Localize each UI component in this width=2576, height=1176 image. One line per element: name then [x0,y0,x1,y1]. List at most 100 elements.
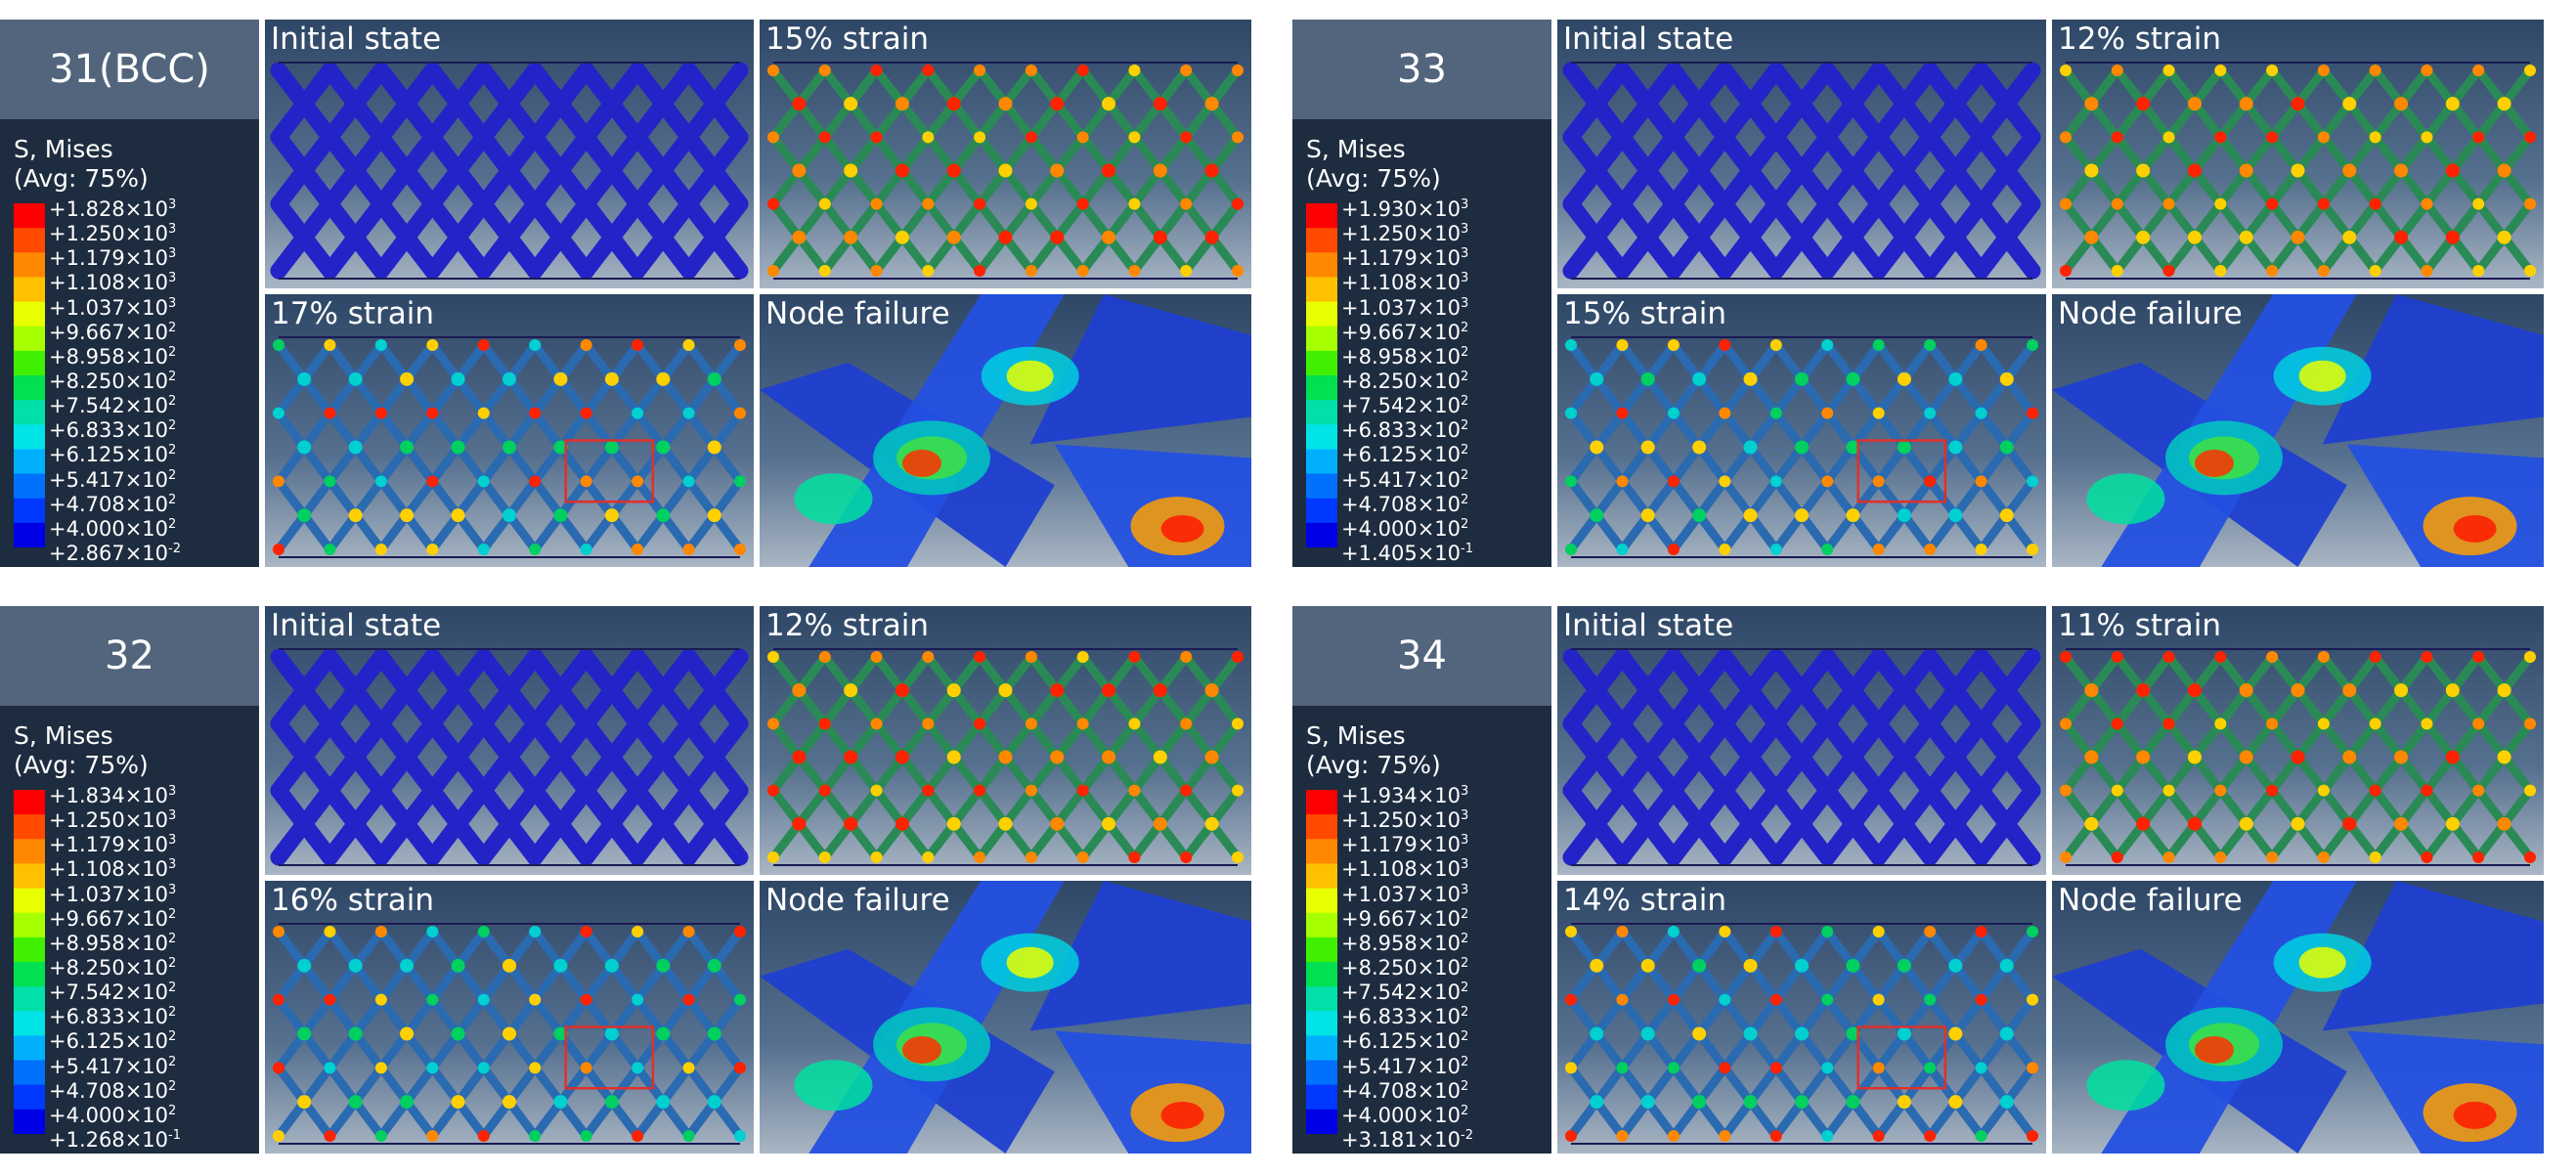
legend-tick-label: +2.867×10-2 [49,538,182,565]
legend-tick-label: +1.108×103 [49,267,176,294]
simulation-render [760,881,1251,1154]
tick-mantissa: +8.958×10 [49,931,169,955]
simulation-render [2052,20,2544,288]
tick-mantissa: +9.667×10 [1341,320,1462,344]
tick-mantissa: +7.542×10 [49,394,169,418]
model-id-label: 31(BCC) [0,20,259,119]
tick-exponent: -2 [168,542,182,556]
colorbar-band [14,839,45,864]
colorbar-band [14,962,45,987]
legend-label-line: S, Mises [1306,721,1406,750]
colorbar-band [14,814,45,840]
legend-label-line: (Avg: 75%) [14,751,149,779]
colorbar-band [1306,1060,1337,1086]
legend-tick-label: +4.708×102 [49,489,177,516]
simulation-image-d: Node failure [2052,881,2544,1154]
colorbar-band [1306,962,1337,987]
legend-tick-label: +9.667×102 [1341,317,1469,344]
legend-tick-label: +1.037×103 [49,879,176,906]
tick-exponent: 2 [1461,320,1469,335]
colorbar-band [14,252,45,278]
image-caption: Node failure [2058,883,2243,918]
colorbar-band [1306,350,1337,376]
legend-label-line: S, Mises [14,721,113,750]
legend-tick-label: +1.250×103 [49,218,177,245]
colorbar-band [14,1035,45,1062]
tick-exponent: 3 [1461,833,1469,849]
colorbar [1306,790,1337,1135]
legend-tick-label: +1.250×103 [49,805,176,832]
legend-tick-label: +6.125×102 [1341,1025,1468,1053]
tick-mantissa: +1.037×10 [49,882,169,906]
tick-mantissa: +9.667×10 [1341,906,1462,931]
colorbar-band [1306,1084,1337,1111]
colorbar-band [1306,400,1337,425]
colorbar-band [14,301,45,327]
tick-exponent: 3 [1461,295,1469,311]
tick-mantissa: +1.405×10 [1341,542,1462,565]
tick-mantissa: +1.250×10 [49,222,169,246]
legend-tick-label: +6.125×102 [49,1025,176,1053]
legend-label-line: (Avg: 75%) [1306,751,1441,779]
legend-tick-label: +6.125×102 [1341,439,1468,466]
colorbar-band [1306,888,1337,914]
tick-mantissa: +8.250×10 [49,956,169,980]
tick-exponent: 3 [1461,246,1469,262]
simulation-render [1557,294,2046,567]
tick-mantissa: +7.542×10 [1341,980,1462,1005]
simulation-image-c: 14% strain [1557,881,2046,1154]
legend-tick-label: +1.828×103 [49,194,177,221]
tick-exponent: 2 [1461,467,1469,483]
tick-exponent: 2 [1461,956,1469,971]
image-caption: Node failure [765,883,950,918]
colorbar-band [1306,277,1337,303]
tick-mantissa: +1.250×10 [1341,808,1462,833]
panel-32: 32 S, Mises (Avg: 75%) +1.834×103 +1.250×103… [0,606,1251,1154]
image-caption: 16% strain [271,883,435,918]
legend-tick-label: +8.250×102 [49,952,177,980]
legend-tick-label: +1.037×103 [1341,292,1469,320]
simulation-image-b: 12% strain [2052,20,2544,288]
colorbar-band [1306,1035,1337,1062]
image-caption: 14% strain [1563,883,1727,918]
tick-exponent: 2 [168,980,177,996]
colorbar-band [14,473,45,500]
tick-mantissa: +1.268×10 [49,1128,169,1152]
image-caption: Initial state [271,608,442,643]
legend-label-line: (Avg: 75%) [14,164,149,193]
legend: 34 S, Mises (Avg: 75%) +1.934×103 +1.250×103… [1292,606,1551,1154]
simulation-image-c: 15% strain [1557,294,2046,567]
tick-exponent: 2 [168,492,177,507]
simulation-image-b: 12% strain [760,606,1251,875]
legend: 32 S, Mises (Avg: 75%) +1.834×103 +1.250×103… [0,606,259,1154]
colorbar-band [14,350,45,376]
legend-variable-label: S, Mises (Avg: 75%) [1306,135,1546,194]
tick-exponent: 2 [168,931,177,946]
colorbar-band [14,449,45,475]
legend-tick-label: +8.958×102 [49,341,176,369]
tick-exponent: 2 [168,467,177,483]
tick-exponent: 2 [168,956,177,971]
colorbar-band [14,522,45,548]
colorbar-band [1306,498,1337,524]
tick-exponent: 2 [1461,492,1469,507]
tick-exponent: 3 [1461,857,1469,873]
tick-exponent: 2 [1461,418,1469,434]
panel-34: 34 S, Mises (Avg: 75%) +1.934×103 +1.250×103… [1292,606,2544,1154]
tick-exponent: 3 [168,222,177,238]
simulation-image-c: 16% strain [265,881,754,1154]
tick-mantissa: +4.000×10 [49,1103,169,1127]
legend-tick-label: +5.417×102 [1341,464,1469,492]
tick-exponent: 2 [168,1103,177,1118]
colorbar-band [1306,912,1337,938]
tick-mantissa: +9.667×10 [49,320,169,344]
legend-variable-label: S, Mises (Avg: 75%) [1306,721,1546,780]
tick-exponent: 2 [1461,516,1469,532]
legend-tick-label: +8.958×102 [1341,928,1468,955]
tick-mantissa: +1.834×10 [49,784,169,807]
legend-tick-label: +5.417×102 [1341,1051,1468,1078]
tick-exponent: 3 [168,197,177,212]
legend-tick-label: +9.667×102 [49,317,176,344]
tick-mantissa: +1.037×10 [49,295,169,320]
colorbar-band [14,203,45,229]
